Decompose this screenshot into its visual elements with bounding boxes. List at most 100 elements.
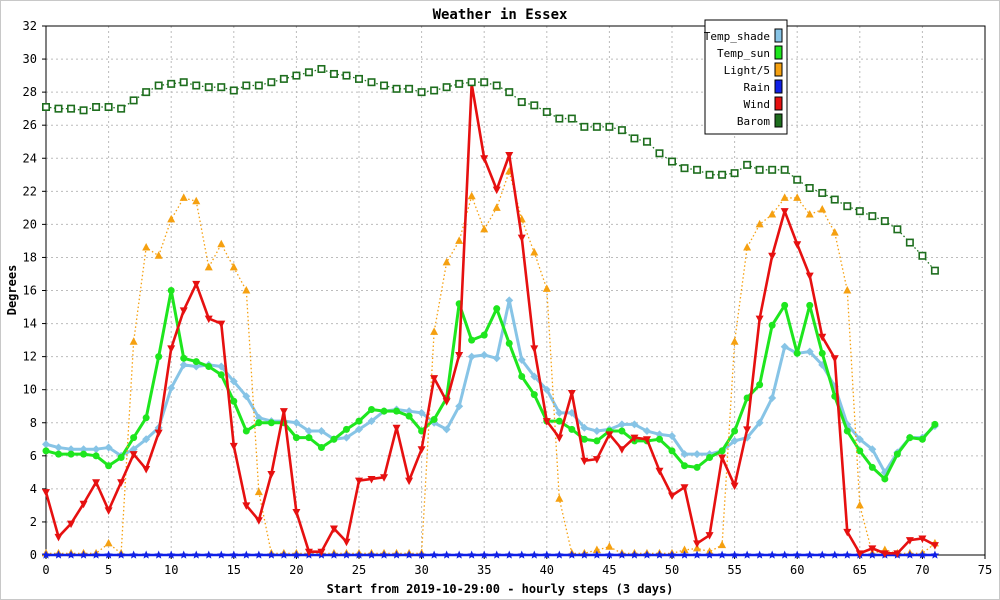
barom-point — [154, 81, 163, 90]
rain-point — [930, 550, 940, 559]
temp-shade-point — [367, 417, 376, 426]
temp-shade-point — [254, 413, 263, 422]
wind-point — [154, 429, 163, 438]
wind-point — [317, 548, 326, 557]
temp-sun-point — [618, 427, 626, 435]
barom-point — [542, 107, 551, 116]
temp-sun-point — [355, 417, 363, 425]
temp-sun-point — [530, 391, 538, 399]
light-5-point — [843, 286, 852, 294]
legend: Temp_shade Temp_sun Light/5 Rain Wind Barom — [704, 19, 788, 135]
wind-point — [755, 315, 764, 324]
barom-point — [492, 81, 501, 90]
rain-point — [191, 550, 201, 559]
rain-point — [580, 550, 589, 559]
temp-shade-point — [42, 440, 50, 449]
barom-point — [342, 71, 351, 80]
temp-shade-point — [317, 427, 326, 436]
barom-point — [592, 122, 601, 131]
wind-point — [555, 434, 564, 443]
light-5-point — [167, 214, 176, 223]
legend-swatch-light-5 — [774, 62, 783, 77]
rain-point — [655, 550, 664, 559]
wind-point — [192, 280, 201, 289]
barom-point — [430, 86, 439, 95]
wind-point — [517, 234, 526, 243]
legend-swatch-wind — [774, 96, 783, 111]
y-tick-label: 22 — [23, 184, 37, 198]
temp-sun-point — [230, 397, 238, 405]
temp-sun-point — [681, 462, 689, 470]
barom-point — [718, 170, 727, 179]
temp-shade-point — [768, 393, 777, 402]
temp-shade-point — [355, 425, 363, 434]
wind-point — [705, 532, 714, 540]
chart-title: Weather in Essex — [433, 7, 568, 23]
temp-sun-point — [918, 435, 926, 443]
light-5-point — [492, 203, 501, 211]
y-tick-label: 8 — [30, 416, 37, 430]
light-5-point — [154, 251, 163, 259]
rain-point — [504, 550, 514, 559]
series-barom — [41, 64, 939, 275]
temp-shade-point — [755, 418, 764, 427]
wind-point — [217, 320, 226, 329]
rain-point — [379, 550, 389, 559]
wind-point — [693, 540, 702, 548]
y-tick-label: 0 — [30, 548, 37, 562]
wind-point — [92, 479, 101, 487]
temp-shade-point — [617, 420, 626, 429]
rain-point — [780, 550, 789, 559]
rain-point — [217, 550, 226, 559]
temp-sun-point — [105, 462, 113, 470]
light-5-point — [442, 257, 451, 266]
barom-point — [329, 69, 338, 78]
light-5-point — [455, 236, 464, 244]
barom-point — [204, 83, 213, 92]
barom-point — [467, 78, 476, 87]
rain-point — [642, 550, 652, 559]
rain-point — [404, 550, 414, 559]
x-tick-label: 60 — [790, 563, 804, 577]
wind-point — [67, 520, 76, 529]
wind-point — [242, 502, 251, 510]
rain-point — [605, 550, 614, 559]
series-rain — [41, 550, 940, 559]
barom-point — [530, 101, 539, 110]
temp-shade-point — [480, 350, 489, 359]
x-tick-label: 20 — [289, 563, 303, 577]
rain-point — [755, 550, 764, 559]
barom-point — [167, 79, 176, 88]
temp-shade-point — [530, 372, 539, 381]
barom-point — [179, 78, 188, 87]
temp-sun-point — [518, 372, 526, 380]
barom-point — [667, 157, 676, 166]
barom-point — [229, 86, 238, 95]
wind-point — [580, 457, 589, 466]
barom-point — [380, 81, 389, 90]
barom-point — [580, 122, 589, 131]
rain-point — [817, 550, 827, 559]
temp-sun-point — [92, 452, 100, 460]
y-tick-label: 28 — [23, 85, 37, 99]
light-5-point — [480, 224, 489, 233]
rain-point — [905, 550, 915, 559]
light-5-point — [217, 239, 226, 248]
temp-sun-point — [580, 435, 588, 443]
wind-point — [592, 456, 601, 464]
wind-point — [642, 436, 651, 444]
wind-point — [405, 477, 414, 486]
wind-point — [254, 517, 263, 525]
temp-shade-point — [542, 385, 551, 394]
legend-swatch-rain — [774, 79, 783, 94]
x-tick-label: 35 — [477, 563, 491, 577]
rain-point — [830, 550, 840, 559]
rain-point — [141, 550, 151, 559]
y-tick-label: 16 — [23, 284, 37, 298]
temp-sun-point — [380, 407, 388, 415]
rain-point — [767, 550, 777, 559]
rain-point — [329, 550, 339, 559]
